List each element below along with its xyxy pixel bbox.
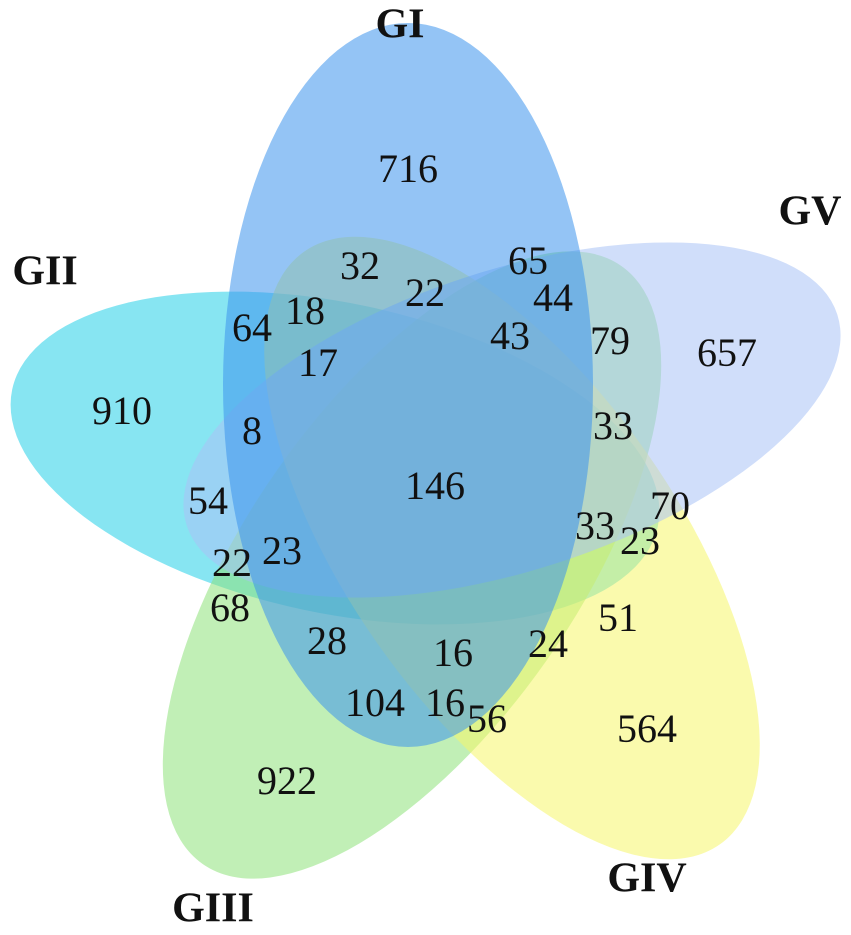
region-count: 146 xyxy=(405,463,465,508)
region-count: 70 xyxy=(650,483,690,528)
region-count: 79 xyxy=(590,318,630,363)
set-label: GIV xyxy=(607,856,686,902)
set-label: GI xyxy=(375,2,424,48)
region-count: 54 xyxy=(188,478,228,523)
region-count: 22 xyxy=(405,270,445,315)
region-count: 51 xyxy=(598,595,638,640)
region-count: 8 xyxy=(242,408,262,453)
region-count: 68 xyxy=(210,585,250,630)
region-count: 16 xyxy=(425,680,465,725)
set-label: GIII xyxy=(172,886,254,932)
region-count: 64 xyxy=(232,305,272,350)
region-count: 716 xyxy=(378,146,438,191)
region-count: 922 xyxy=(257,758,317,803)
region-count: 65 xyxy=(508,238,548,283)
region-count: 32 xyxy=(340,243,380,288)
region-count: 56 xyxy=(467,696,507,741)
region-count: 104 xyxy=(345,680,405,725)
set-label: GV xyxy=(779,189,842,235)
region-count: 33 xyxy=(593,403,633,448)
region-count: 33 xyxy=(575,503,615,548)
region-count: 23 xyxy=(620,518,660,563)
region-count: 24 xyxy=(528,621,568,666)
region-count: 657 xyxy=(697,330,757,375)
region-count: 28 xyxy=(307,618,347,663)
region-count: 44 xyxy=(533,275,573,320)
region-count: 16 xyxy=(433,630,473,675)
region-count: 17 xyxy=(298,340,338,385)
region-count: 564 xyxy=(617,706,677,751)
region-count: 910 xyxy=(92,388,152,433)
region-count: 23 xyxy=(262,528,302,573)
region-count: 43 xyxy=(490,313,530,358)
set-label: GII xyxy=(12,249,77,295)
region-count: 22 xyxy=(212,540,252,585)
region-count: 18 xyxy=(285,288,325,333)
set-ellipse xyxy=(223,23,593,747)
